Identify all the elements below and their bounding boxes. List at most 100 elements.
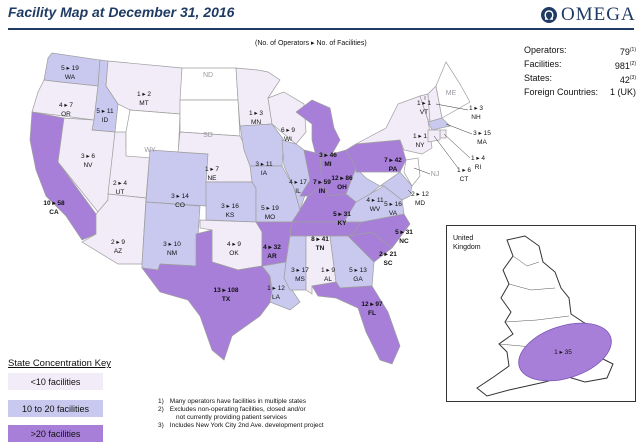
state-abbr-vt: VT (420, 109, 428, 116)
footnote-num: 1) (158, 398, 164, 405)
footnote: 3) Includes New York City 2nd Ave. develo… (158, 422, 324, 430)
state-ma (427, 117, 451, 131)
state-value-la: 1 ▸ 12 (267, 285, 285, 292)
uk-label: United Kingdom (453, 234, 481, 252)
state-abbr-me: ME (446, 90, 457, 97)
leader-line-nj (413, 167, 431, 175)
state-value-ny: 1 ▸ 1 (413, 133, 427, 140)
stat-row-foreign-countries: Foreign Countries: 1 (UK) (524, 86, 636, 98)
stat-note: (3) (629, 75, 636, 81)
state-nj (403, 157, 421, 187)
footnote: 1) Many operators have facilities in mult… (158, 398, 324, 406)
state-abbr-ct: CT (460, 176, 469, 183)
state-value-al: 1 ▸ 9 (321, 267, 335, 274)
state-abbr-nd: ND (203, 72, 213, 79)
state-value-nh: 1 ▸ 3 (469, 105, 483, 112)
state-me (435, 61, 471, 119)
stat-label: States: (524, 73, 553, 83)
state-value-vt: 1 ▸ 1 (417, 100, 431, 107)
state-value-nc: 5 ▸ 31 (395, 229, 413, 236)
leader-line-ma (445, 123, 473, 135)
state-abbr-mt: MT (139, 100, 148, 107)
state-abbr-ar: AR (267, 253, 277, 260)
key-item-high: >20 facilities (8, 425, 103, 442)
state-abbr-nm: NM (167, 250, 177, 257)
state-abbr-nc: NC (399, 238, 409, 245)
state-abbr-ca: CA (49, 209, 59, 216)
state-abbr-ut: UT (116, 189, 125, 196)
state-abbr-nh: NH (471, 114, 481, 121)
stat-label: Facilities: (524, 59, 562, 69)
state-value-or: 4 ▸ 7 (59, 102, 73, 109)
state-abbr-sc: SC (383, 260, 392, 267)
state-value-pa: 7 ▸ 42 (384, 157, 402, 164)
footnote-text: Many operators have facilities in multip… (169, 398, 306, 405)
state-value-nv: 3 ▸ 6 (81, 153, 95, 160)
uk-region-borders (498, 255, 598, 349)
state-value-ma: 3 ▸ 15 (473, 130, 491, 137)
stats-panel: Operators: 79(1) Facilities: 981(2) Stat… (524, 44, 636, 98)
state-abbr-tn: TN (316, 245, 325, 252)
state-abbr-wa: WA (65, 74, 76, 81)
uk-map: 1 ▸ 35 (476, 235, 614, 397)
state-value-ri: 1 ▸ 4 (471, 155, 485, 162)
state-tn (289, 221, 363, 237)
state-tx (141, 229, 273, 361)
state-abbr-sd: SD (203, 132, 213, 139)
state-abbr-ri: RI (475, 164, 482, 171)
state-value-wi: 6 ▸ 9 (281, 127, 295, 134)
state-value-tx: 13 ▸ 108 (214, 287, 239, 294)
state-abbr-al: AL (324, 276, 332, 283)
state-abbr-co: CO (175, 202, 185, 209)
state-abbr-nv: NV (83, 162, 93, 169)
state-value-id: 5 ▸ 11 (96, 108, 114, 115)
state-abbr-ny: NY (415, 142, 425, 149)
key-item-mid: 10 to 20 facilities (8, 400, 103, 417)
omega-symbol-icon (541, 7, 557, 23)
footnote-text: not currently providing patient services (176, 414, 287, 421)
state-mi (295, 99, 341, 157)
footnote-text: Includes New York City 2nd Ave. developm… (169, 422, 324, 429)
stat-label: Foreign Countries: (524, 87, 599, 97)
state-abbr-mi: MI (324, 161, 331, 168)
state-abbr-nj: NJ (431, 171, 440, 178)
uk-value-label: 1 ▸ 35 (554, 349, 572, 356)
state-abbr-wv: WV (370, 206, 381, 213)
state-value-il: 4 ▸ 17 (289, 179, 307, 186)
stat-row-operators: Operators: 79(1) (524, 44, 636, 58)
state-nm (141, 201, 201, 271)
key-item-low: <10 facilities (8, 373, 103, 390)
uk-facility-region (518, 322, 612, 382)
state-value-ut: 2 ▸ 4 (113, 180, 127, 187)
company-logo: OMEGA (540, 4, 636, 26)
stat-value: 1 (UK) (609, 87, 636, 97)
stat-label: Operators: (524, 45, 567, 55)
state-value-ia: 3 ▸ 11 (255, 161, 273, 168)
uk-inset: 1 ▸ 35 United Kingdom (446, 225, 636, 402)
state-abbr-la: LA (272, 294, 281, 301)
state-abbr-ok: OK (229, 250, 239, 257)
leader-line-nh (435, 103, 469, 111)
state-value-ne: 1 ▸ 7 (205, 166, 219, 173)
state-abbr-ks: KS (226, 212, 235, 219)
state-value-va: 5 ▸ 16 (384, 201, 402, 208)
footnote-text: Excludes non-operating facilities, close… (169, 406, 306, 413)
state-value-ks: 3 ▸ 16 (221, 203, 239, 210)
state-value-md: 2 ▸ 12 (411, 191, 429, 198)
footnote: 2) Excludes non-operating facilities, clo… (158, 406, 324, 414)
state-value-mt: 1 ▸ 2 (137, 91, 151, 98)
stat-row-facilities: Facilities: 981(2) (524, 58, 636, 72)
leader-line-ct (433, 135, 459, 169)
state-abbr-or: OR (61, 111, 71, 118)
state-value-mo: 5 ▸ 19 (261, 205, 279, 212)
state-abbr-mn: MN (251, 119, 261, 126)
state-value-ok: 4 ▸ 9 (227, 241, 241, 248)
state-value-fl: 12 ▸ 97 (361, 301, 383, 308)
footnote: not currently providing patient services (158, 414, 324, 422)
state-value-in: 7 ▸ 59 (313, 179, 331, 186)
state-abbr-az: AZ (114, 248, 122, 255)
state-md (378, 171, 413, 201)
stat-value: 42 (619, 75, 630, 85)
state-value-sc: 2 ▸ 21 (379, 251, 397, 258)
state-abbr-ms: MS (295, 276, 305, 283)
